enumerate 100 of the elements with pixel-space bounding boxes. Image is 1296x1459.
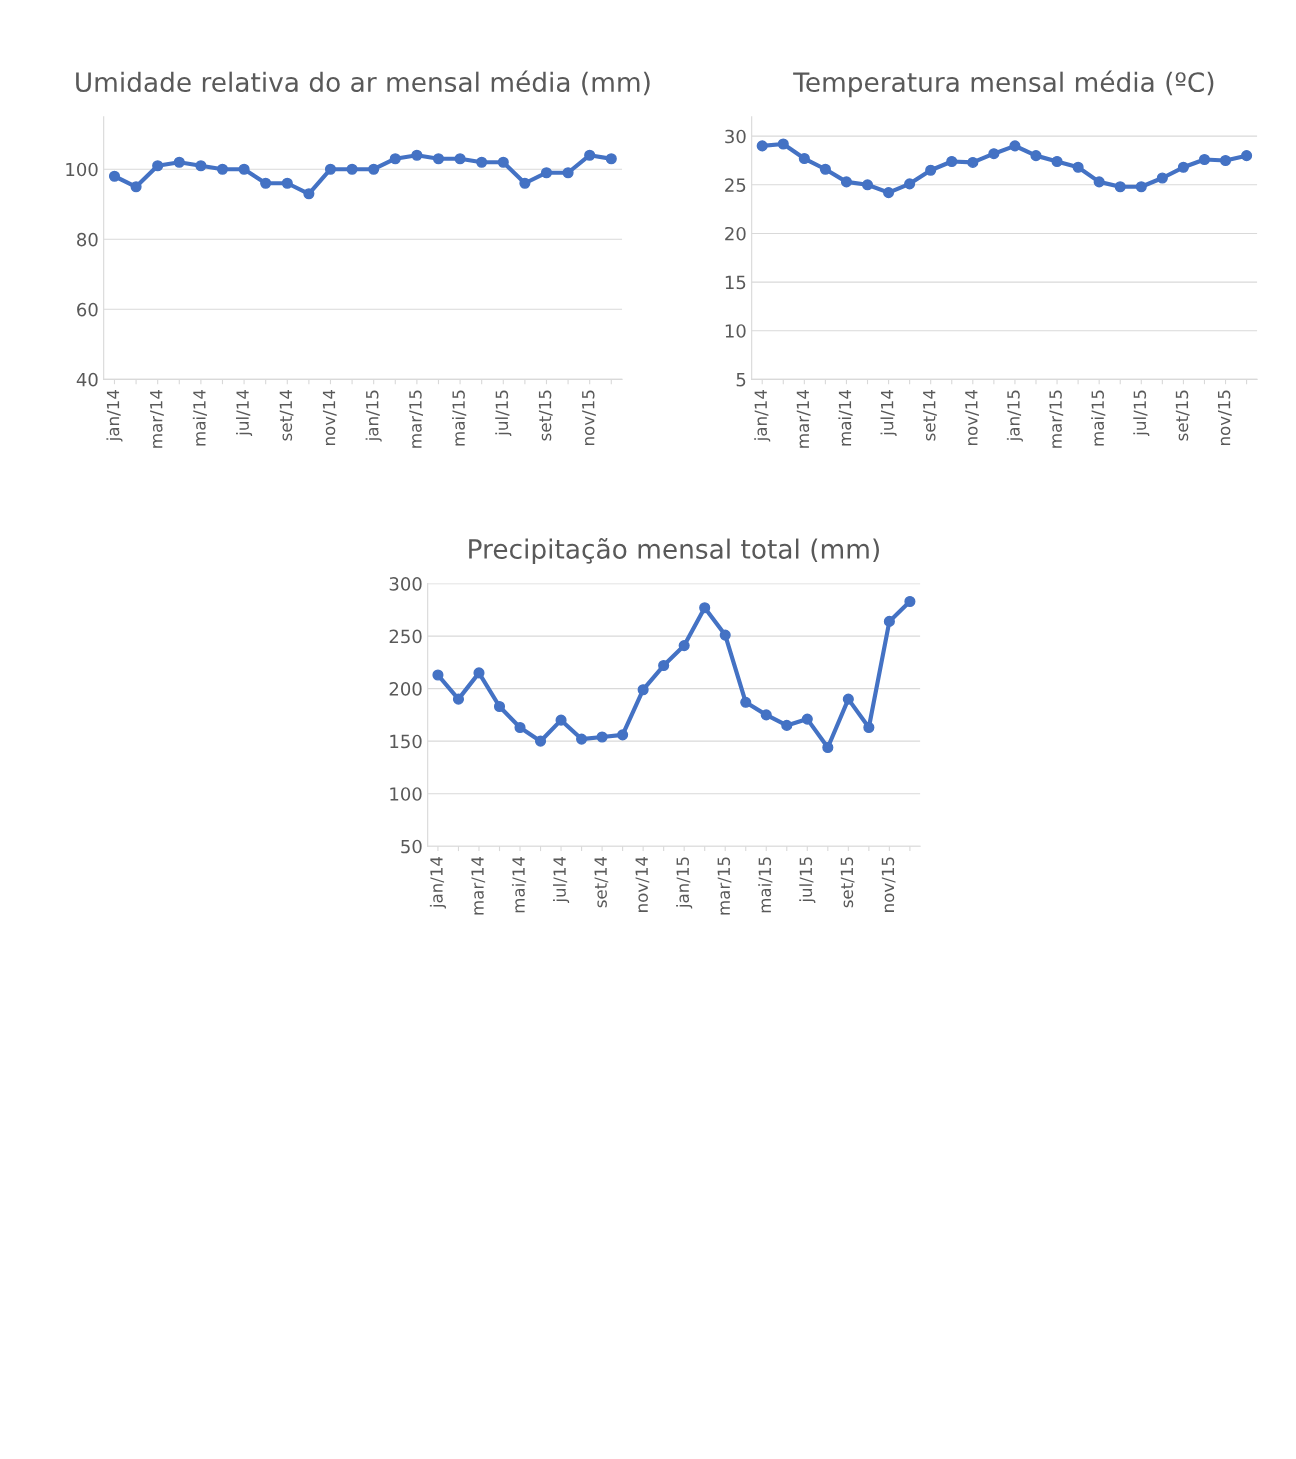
- point: [281, 177, 293, 189]
- point: [540, 167, 553, 179]
- point: [801, 713, 813, 725]
- point: [130, 181, 142, 193]
- x-tick-label: jul/14: [236, 390, 253, 437]
- point: [454, 153, 466, 165]
- x-tick-label: mai/15: [452, 390, 467, 446]
- y-tick-label: 50: [401, 839, 422, 854]
- x-tick-label: mai/15: [758, 857, 773, 913]
- x-tick-label: mar/14: [150, 390, 164, 448]
- point: [740, 696, 752, 708]
- y-tick-label: 5: [736, 373, 746, 387]
- point: [1198, 153, 1211, 166]
- point: [946, 155, 958, 168]
- x-tick-label: nov/15: [582, 390, 596, 445]
- point: [967, 156, 979, 168]
- x-tick-label: mai/14: [511, 856, 527, 913]
- point: [719, 629, 731, 641]
- point: [1051, 155, 1063, 168]
- y-tick-label: 10: [725, 324, 746, 338]
- point: [108, 170, 121, 182]
- y-tick-label: 20: [725, 226, 746, 241]
- x-tick-label: mar/15: [1049, 390, 1064, 448]
- point: [1177, 161, 1189, 173]
- y-tick-label: 30: [725, 129, 746, 144]
- y-tick-label: 100: [66, 162, 98, 177]
- x-tick-label: nov/14: [635, 856, 650, 912]
- x-tick-label: mai/15: [1091, 390, 1106, 446]
- point: [411, 149, 423, 161]
- x-tick-label: mar/14: [796, 390, 811, 448]
- x-tick-label: jan/14: [429, 856, 447, 909]
- y-tick-label: 40: [76, 372, 98, 387]
- y-tick-label: 15: [725, 275, 746, 290]
- point: [238, 163, 250, 175]
- point: [798, 152, 810, 165]
- point: [216, 163, 229, 175]
- point: [519, 177, 531, 189]
- y-tick-label: 150: [390, 734, 422, 749]
- x-tick-label: jul/14: [552, 856, 570, 903]
- x-tick-label: nov/15: [1217, 390, 1232, 445]
- point: [389, 153, 401, 165]
- point: [861, 179, 874, 191]
- x-tick-label: jul/15: [1133, 390, 1150, 437]
- x-tick-label: jan/14: [106, 390, 123, 442]
- point: [1156, 172, 1168, 184]
- x-tick-label: jan/14: [754, 390, 771, 442]
- point: [760, 709, 772, 721]
- point: [1072, 161, 1084, 173]
- y-tick-label: 250: [389, 629, 422, 644]
- point: [497, 156, 509, 168]
- point: [303, 188, 315, 200]
- point: [514, 721, 526, 734]
- point: [476, 156, 488, 168]
- x-tick-label: jul/15: [495, 390, 512, 437]
- point: [576, 733, 588, 745]
- point: [617, 729, 629, 741]
- point: [863, 721, 875, 734]
- x-tick-label: nov/14: [965, 390, 979, 445]
- point: [195, 160, 207, 172]
- y-tick-label: 100: [390, 787, 422, 801]
- point: [346, 163, 358, 175]
- point: [1241, 150, 1253, 162]
- y-tick-label: 25: [725, 178, 746, 192]
- point: [756, 140, 768, 152]
- point: [904, 178, 916, 190]
- point: [493, 700, 506, 713]
- x-tick-label: mar/15: [409, 390, 424, 448]
- x-tick-label: mai/14: [838, 390, 853, 446]
- point: [534, 735, 547, 747]
- point: [904, 595, 916, 608]
- point: [699, 602, 711, 614]
- x-tick-label: set/15: [1175, 390, 1190, 441]
- point: [562, 167, 574, 179]
- x-tick-label: mai/14: [192, 390, 208, 446]
- point: [1009, 140, 1021, 152]
- x-tick-label: jan/15: [676, 857, 693, 909]
- point: [1114, 181, 1126, 193]
- x-tick-label: set/15: [538, 390, 553, 441]
- point: [925, 164, 937, 176]
- point: [1030, 150, 1042, 162]
- point: [452, 693, 465, 705]
- x-tick-label: mar/14: [471, 856, 486, 915]
- x-tick-label: mar/15: [717, 857, 732, 915]
- point: [1135, 181, 1147, 193]
- point: [152, 160, 164, 172]
- point: [432, 669, 444, 681]
- x-tick-label: jan/15: [365, 390, 382, 442]
- point: [678, 640, 690, 652]
- point: [781, 719, 793, 731]
- x-tick-label: jan/15: [1006, 390, 1023, 442]
- point: [173, 156, 185, 168]
- point: [883, 615, 895, 627]
- point: [1093, 176, 1105, 188]
- point: [840, 176, 853, 188]
- x-tick-label: nov/15: [881, 857, 896, 912]
- point: [883, 187, 895, 199]
- point: [432, 153, 445, 165]
- point: [822, 741, 834, 754]
- point: [988, 148, 1000, 160]
- chart-title: Umidade relativa do ar mensal média (mm): [76, 70, 650, 96]
